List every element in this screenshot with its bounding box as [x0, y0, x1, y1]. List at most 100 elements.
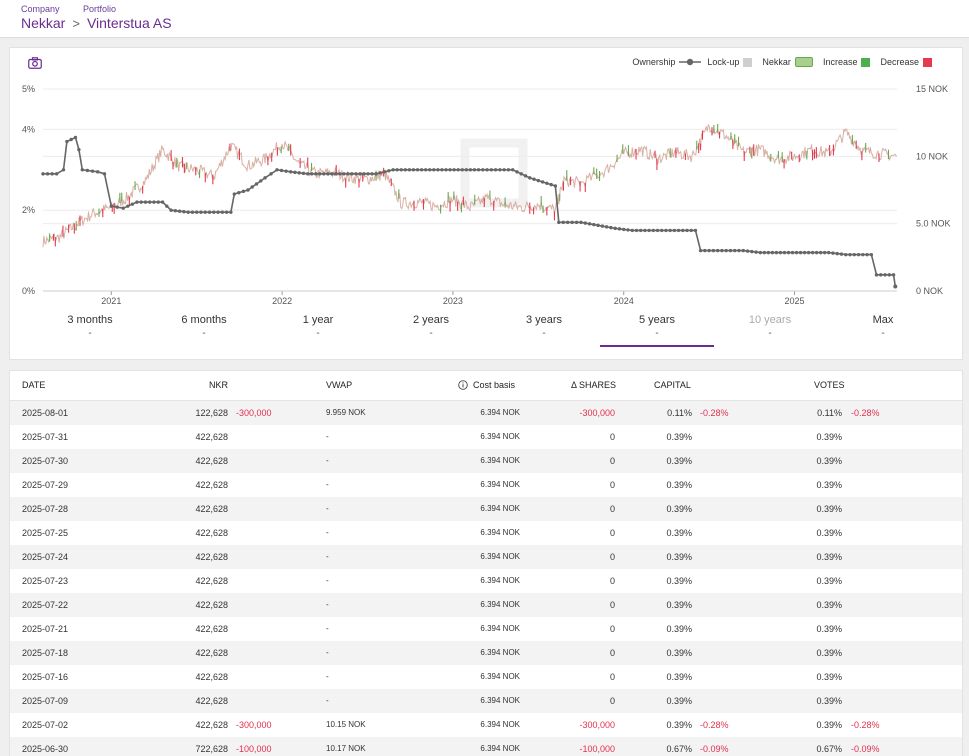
cell-delta-shares: 0	[609, 624, 615, 634]
cell-cost-basis: 6.394 NOK	[480, 696, 520, 705]
ownership-point	[782, 250, 787, 255]
cell-delta-shares: 0	[609, 456, 615, 466]
cell-delta-shares: -300,000	[579, 720, 615, 730]
header-cost-basis-label: Cost basis	[473, 380, 516, 390]
cell-nkr: 422,628	[195, 432, 228, 442]
range-value: -	[542, 328, 546, 339]
ownership-point	[177, 209, 182, 213]
ownership-point	[865, 252, 869, 257]
decrease-swatch	[923, 57, 932, 67]
cell-vwap: -	[326, 432, 329, 441]
ownership-point	[672, 228, 677, 233]
info-icon[interactable]	[458, 380, 468, 390]
legend-ownership[interactable]: Ownership	[632, 57, 676, 67]
y-right-tick: 15 NOK	[916, 84, 948, 94]
breadcrumb-portfolio-link[interactable]: Vinterstua AS	[86, 15, 172, 31]
table-row: 2025-07-29 422,628 - 6.394 NOK 0 0.39% 0.39%	[10, 473, 962, 497]
legend-increase[interactable]: Increase	[822, 57, 858, 67]
ownership-point	[794, 250, 799, 255]
ownership-point	[707, 248, 711, 253]
x-tick: 2022	[272, 296, 292, 306]
ownership-point	[493, 168, 498, 172]
cell-vwap: -	[326, 528, 329, 537]
legend-lockup[interactable]: Lock-up	[707, 57, 740, 67]
range-label: 3 years	[525, 314, 563, 326]
ownership-point	[370, 172, 374, 176]
ownership-point	[322, 172, 326, 176]
header-cost-basis[interactable]: Cost basis	[458, 380, 515, 390]
ownership-point	[374, 172, 378, 176]
ownership-point	[831, 251, 835, 255]
ownership-point	[279, 168, 284, 173]
cell-vwap: -	[326, 456, 329, 465]
cell-vwap: 10.15 NOK	[326, 720, 366, 729]
cell-date: 2025-07-24	[22, 552, 69, 562]
cell-votes: 0.39%	[816, 552, 842, 562]
ownership-point	[626, 228, 630, 232]
ownership-point	[630, 228, 634, 233]
cell-delta-shares: 0	[609, 432, 615, 442]
breadcrumb-company-link[interactable]: Nekkar	[21, 15, 66, 31]
ownership-point	[476, 168, 481, 172]
header-delta-shares[interactable]: Δ SHARES	[571, 380, 617, 390]
ownership-point	[41, 172, 45, 176]
cell-votes: 0.39%	[816, 648, 842, 658]
ownership-point	[655, 228, 660, 233]
cell-nkr: 422,628	[195, 648, 228, 658]
ownership-point	[126, 204, 130, 208]
cell-delta-shares: 0	[609, 696, 615, 706]
ownership-point	[609, 225, 613, 230]
range-5-years[interactable]: 5 years -	[600, 312, 714, 347]
cell-cost-basis: 6.394 NOK	[480, 624, 520, 633]
legend-decrease[interactable]: Decrease	[880, 57, 919, 67]
ownership-point	[366, 172, 370, 176]
range-2-years[interactable]: 2 years -	[374, 312, 488, 339]
header-capital[interactable]: CAPITAL	[654, 380, 691, 390]
ownership-point	[818, 250, 823, 255]
header-vwap[interactable]: VWAP	[326, 380, 353, 390]
cell-capital: 0.39%	[666, 720, 692, 730]
header-nkr[interactable]: NKR	[208, 380, 228, 390]
ownership-point	[685, 228, 689, 233]
ownership-point	[212, 210, 216, 214]
ownership-point	[143, 200, 148, 204]
header-votes[interactable]: VOTES	[814, 380, 845, 390]
table-row: 2025-07-31 422,628 - 6.394 NOK 0 0.39% 0.39%	[10, 425, 962, 449]
breadcrumb: Nekkar > Vinterstua AS	[21, 15, 172, 31]
cell-votes: 0.39%	[816, 504, 842, 514]
camera-icon[interactable]	[28, 57, 42, 69]
legend-nekkar[interactable]: Nekkar	[762, 57, 791, 67]
ownership-point	[224, 210, 229, 214]
ownership-point	[95, 170, 100, 174]
range-1-year[interactable]: 1 year -	[261, 312, 375, 339]
cell-vwap: 9.959 NOK	[326, 408, 366, 417]
ownership-point	[720, 248, 724, 253]
cell-nkr: 422,628	[195, 624, 228, 634]
ownership-point	[545, 181, 549, 185]
cell-delta-shares: 0	[609, 600, 615, 610]
ownership-point	[102, 172, 107, 176]
range-6-months[interactable]: 6 months -	[147, 312, 261, 339]
range-3-years[interactable]: 3 years -	[487, 312, 601, 339]
ownership-point	[77, 147, 81, 152]
cell-cost-basis: 6.394 NOK	[480, 648, 520, 657]
ownership-point	[288, 170, 293, 174]
ownership-point	[613, 226, 617, 231]
ownership-point	[758, 250, 763, 255]
range-3-months[interactable]: 3 months -	[33, 312, 147, 339]
ownership-chart: 0% 2% 4% 5% 0 NOK 5.0 NOK 10 NOK 15 NOK 2021 2022…	[22, 84, 951, 306]
cell-delta-shares: 0	[609, 528, 615, 538]
cell-capital: 0.39%	[666, 672, 692, 682]
ownership-point	[190, 210, 195, 214]
ownership-point	[342, 172, 346, 176]
range-selector: 3 months -6 months -1 year -2 years -3 years…	[10, 312, 964, 348]
cell-nkr: 422,628	[195, 720, 228, 730]
ownership-point	[485, 168, 489, 172]
ownership-point	[856, 252, 861, 257]
table-row: 2025-07-02 422,628 -300,000 10.15 NOK 6.394 …	[10, 713, 962, 737]
ownership-point	[195, 210, 199, 214]
ownership-point	[468, 168, 473, 172]
header-date[interactable]: DATE	[22, 380, 46, 390]
range-max[interactable]: Max -	[826, 312, 940, 339]
cell-delta-shares: -100,000	[579, 744, 615, 754]
